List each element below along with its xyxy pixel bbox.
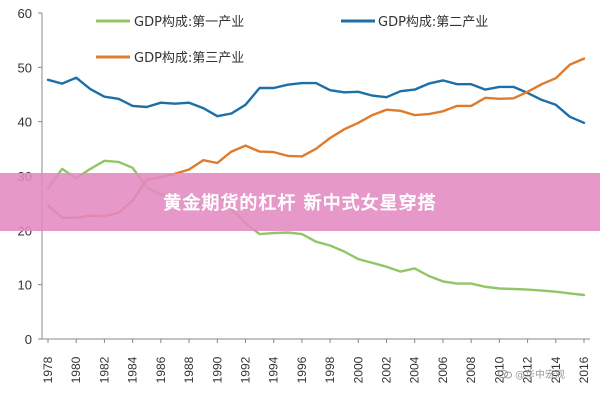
y-tick-label: 60 — [18, 6, 32, 21]
x-tick-label: 2014 — [549, 356, 563, 383]
x-tick-label: 1996 — [295, 356, 309, 383]
legend-item-secondary: GDP构成:第二产业 — [341, 15, 488, 30]
x-tick-label: 2016 — [577, 356, 591, 383]
x-tick-label: 2008 — [464, 356, 478, 383]
x-tick-label: 2004 — [408, 356, 422, 383]
series-line-secondary — [46, 76, 586, 125]
x-tick-label: 2006 — [436, 356, 450, 383]
y-tick-label: 0 — [25, 332, 32, 347]
legend: GDP构成:第一产业 GDP构成:第二产业 GDP构成:第三产业 — [96, 15, 488, 66]
watermark-text: @华中宏观 — [515, 370, 565, 381]
banner-text[interactable]: 黄金期货的杠杆 新中式女星穿搭 — [163, 193, 437, 214]
legend-item-tertiary: GDP构成:第三产业 — [96, 51, 244, 66]
ad-banner[interactable]: 黄金期货的杠杆 新中式女星穿搭 — [0, 173, 600, 231]
x-tick-label: 1994 — [267, 356, 281, 383]
x-tick-label: 1984 — [126, 356, 140, 383]
x-tick-label: 2002 — [380, 356, 394, 383]
x-tick-label: 1992 — [238, 356, 252, 383]
x-tick-label: 1986 — [154, 356, 168, 383]
x-tick-label: 2010 — [492, 356, 506, 383]
x-tick-label: 1998 — [323, 356, 337, 383]
y-tick-label: 50 — [18, 60, 32, 75]
x-tick-label: 1988 — [182, 356, 196, 383]
legend-item-primary: GDP构成:第一产业 — [96, 15, 244, 30]
wechat-icon — [498, 369, 512, 378]
x-tick-label: 2012 — [521, 356, 535, 383]
watermark: @华中宏观 — [498, 366, 565, 381]
legend-label-secondary: GDP构成:第二产业 — [378, 15, 488, 30]
x-tick-label: 1990 — [210, 356, 224, 383]
x-tick-label: 1978 — [41, 356, 55, 383]
legend-label-tertiary: GDP构成:第三产业 — [134, 51, 244, 66]
x-tick-label: 2000 — [351, 356, 365, 383]
x-tick-label: 1982 — [97, 356, 111, 383]
legend-label-primary: GDP构成:第一产业 — [134, 15, 244, 30]
x-axis-ticks: 1978 1980 1982 1984 1986 1988 1990 1992 1994 1996… — [41, 339, 591, 383]
x-tick-label: 1980 — [69, 356, 83, 383]
y-tick-label: 10 — [18, 278, 32, 293]
y-tick-label: 40 — [18, 115, 32, 130]
